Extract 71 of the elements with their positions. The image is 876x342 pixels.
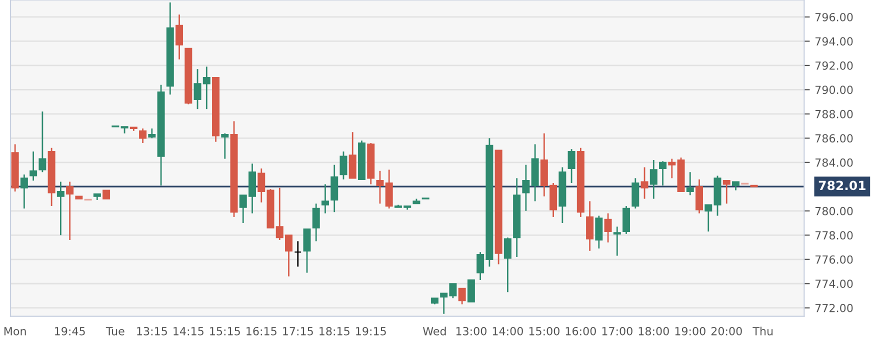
candlestick: [522, 164, 530, 212]
y-tick-label: 772.00: [815, 304, 853, 312]
x-tick-label: Thu: [752, 326, 773, 336]
candlestick: [294, 240, 302, 268]
candlestick: [221, 132, 229, 160]
candlestick: [56, 181, 64, 236]
candlestick: [321, 184, 329, 214]
candlestick: [348, 131, 356, 179]
x-tick-label: 18:15: [320, 326, 350, 336]
x-tick-label: 15:00: [529, 326, 560, 336]
candlestick: [258, 168, 266, 204]
candlestick: [20, 174, 28, 210]
candlestick: [458, 288, 466, 305]
candlestick: [668, 158, 676, 179]
candlestick: [650, 159, 658, 200]
candlestick: [467, 279, 475, 302]
candlestick: [330, 164, 338, 213]
x-tick-label: Mon: [4, 327, 26, 336]
x-tick-label: 17:00: [602, 326, 632, 336]
y-tick-label: 796.00: [815, 12, 853, 22]
x-tick-label: 19:45: [55, 326, 85, 336]
x-tick-label: 18:00: [638, 326, 669, 336]
y-tick-label: 788.00: [815, 110, 853, 118]
x-tick-label: 17:15: [283, 327, 313, 336]
candlestick: [30, 150, 38, 182]
candlestick: [504, 236, 512, 293]
candlestick: [303, 228, 311, 274]
candlestick: [696, 178, 704, 214]
x-tick-label: 15:15: [210, 327, 240, 336]
y-tick-label: 786.00: [815, 134, 853, 143]
x-tick-label: Tue: [106, 327, 124, 336]
candlestick: [595, 215, 603, 250]
candlestick: [722, 180, 730, 204]
x-tick-label: 14:00: [492, 326, 523, 336]
candlestick: [704, 204, 712, 232]
x-tick-label: 14:15: [174, 327, 204, 336]
y-tick-label: 792.00: [815, 61, 853, 70]
y-tick-label: 784.00: [815, 158, 853, 167]
y-tick-label: 780.00: [815, 206, 853, 216]
candlestick: [586, 200, 594, 252]
candlestick: [568, 148, 576, 184]
x-tick-label: 13:15: [137, 326, 167, 336]
candlestick: [376, 170, 384, 204]
candlestick: [659, 160, 667, 186]
x-tick-label: Wed: [422, 326, 446, 336]
y-tick-label: 776.00: [815, 255, 853, 264]
y-tick-label: 774.00: [815, 280, 853, 288]
candlestick: [640, 166, 648, 200]
y-tick-label: 790.00: [815, 86, 853, 94]
y-tick-label: 778.00: [815, 231, 853, 240]
candlestick: [613, 226, 621, 256]
x-tick-label: 19:15: [356, 326, 386, 336]
x-tick-label: 16:00: [566, 326, 596, 336]
x-tick-label: 13:00: [456, 326, 486, 336]
candlestick: [139, 128, 147, 144]
candlestick: [632, 177, 640, 210]
x-tick-label: 20:00: [711, 326, 742, 336]
candlestick: [148, 128, 156, 139]
candlestick: [686, 171, 694, 196]
candlestick: [312, 202, 320, 242]
x-tick-label: 19:00: [675, 326, 706, 336]
candlestick: [604, 212, 612, 244]
candlestick: [340, 150, 348, 180]
x-tick-label: 16:15: [246, 326, 276, 336]
candlestick: [66, 181, 74, 241]
y-tick-label: 794.00: [815, 37, 853, 46]
candlestick: [38, 110, 46, 173]
candlestick: [385, 168, 393, 210]
candlestick: [176, 14, 184, 60]
ref-line-label: 782.01: [818, 180, 866, 190]
candlestick: [622, 205, 630, 235]
